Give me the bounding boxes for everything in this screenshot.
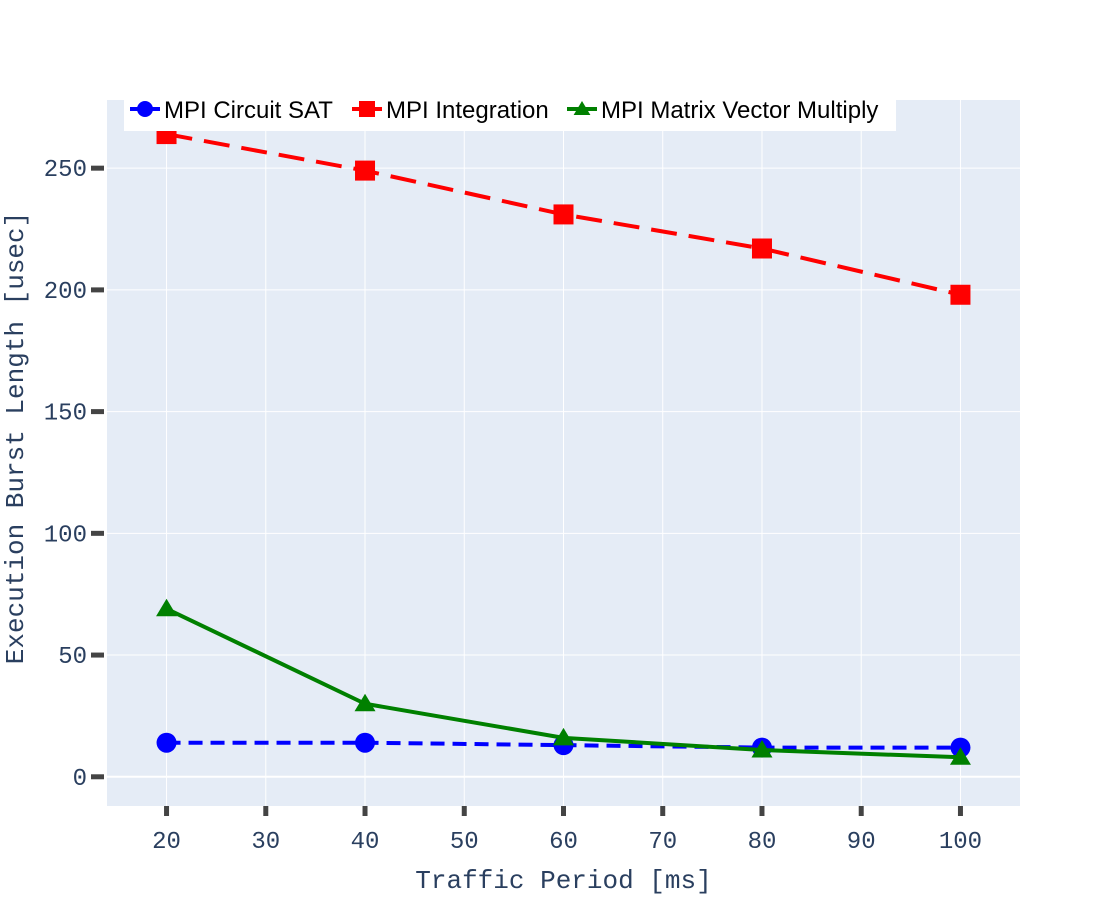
data-point (355, 160, 376, 181)
y-tick-label: 0 (73, 766, 87, 793)
y-tick-label: 200 (44, 279, 87, 306)
grid (107, 100, 1020, 806)
legend-item[interactable]: MPI Matrix Vector Multiply (567, 97, 878, 124)
y-tick-label: 250 (44, 157, 87, 184)
legend-label: MPI Matrix Vector Multiply (601, 97, 878, 124)
data-point (156, 732, 177, 753)
data-point (573, 101, 591, 115)
x-axis-title: Traffic Period [ms] (415, 866, 711, 896)
x-tick-label: 100 (939, 829, 982, 856)
x-tick-label: 50 (450, 829, 479, 856)
x-tick-label: 40 (351, 829, 380, 856)
series (156, 598, 971, 765)
data-point (751, 238, 772, 259)
y-tick-label: 100 (44, 522, 87, 549)
y-axis-title: Execution Burst Length [usec] (1, 212, 31, 664)
data-point (950, 284, 971, 305)
legend-item[interactable]: MPI Integration (352, 97, 549, 124)
data-point (359, 101, 375, 117)
data-point (751, 740, 773, 758)
series-layer (156, 124, 971, 765)
legend[interactable]: MPI Circuit SAT MPI Integration MPI Matrix… (124, 89, 896, 131)
legend-label: MPI Circuit SAT (164, 97, 333, 124)
x-tick-label: 20 (152, 829, 181, 856)
legend-label: MPI Integration (386, 97, 549, 124)
data-point (355, 732, 376, 753)
axis-ticks: 20 30 40 50 60 70 80 90 100 0 50 100 150 200 250 (44, 157, 982, 856)
data-point (553, 727, 574, 746)
data-point (354, 693, 376, 712)
data-point (137, 101, 153, 117)
data-point (949, 747, 971, 765)
legend-box (124, 89, 896, 131)
x-tick-label: 90 (847, 829, 876, 856)
x-tick-label: 70 (648, 829, 677, 856)
x-tick-label: 80 (748, 829, 777, 856)
data-point (156, 598, 178, 617)
legend-item[interactable]: MPI Circuit SAT (130, 97, 333, 124)
y-tick-label: 150 (44, 401, 87, 428)
x-tick-label: 30 (251, 829, 280, 856)
data-point (553, 204, 574, 225)
y-tick-label: 50 (58, 644, 87, 671)
x-tick-label: 60 (549, 829, 578, 856)
